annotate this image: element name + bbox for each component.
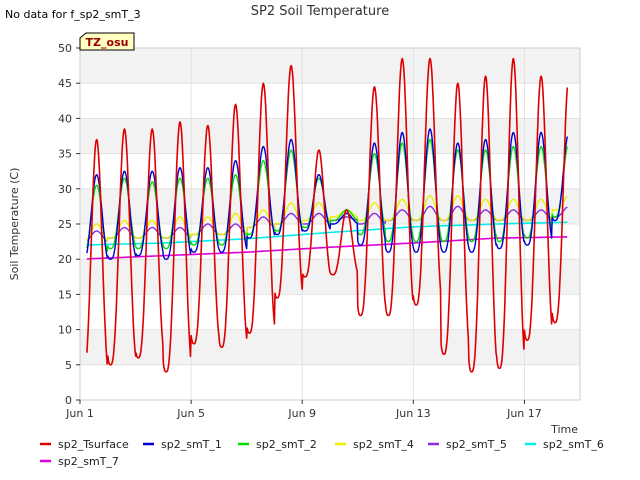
y-tick-label: 0 — [65, 394, 72, 407]
series-line-sp2_Tsurface — [86, 57, 569, 373]
y-tick-label: 5 — [65, 359, 72, 372]
x-tick-label: Jun 1 — [65, 407, 94, 420]
y-axis-label: Soil Temperature (C) — [8, 168, 21, 281]
x-tick-label: Jun 13 — [395, 407, 431, 420]
background-band — [80, 48, 580, 84]
chart-title: SP2 Soil Temperature — [251, 4, 389, 19]
y-tick-label: 40 — [58, 112, 72, 125]
y-tick-label: 15 — [58, 288, 72, 301]
y-tick-label: 30 — [58, 183, 72, 196]
background-band — [80, 259, 580, 295]
x-tick-label: Jun 17 — [506, 407, 542, 420]
x-tick-label: Jun 5 — [176, 407, 205, 420]
y-tick-label: 25 — [58, 218, 72, 231]
background-band — [80, 153, 580, 189]
legend-label-sp2_smT_1: sp2_smT_1 — [161, 438, 222, 451]
y-tick-label: 45 — [58, 77, 72, 90]
site-badge: TZ_osu — [79, 32, 135, 51]
site-badge-label: TZ_osu — [86, 36, 129, 49]
y-axis: 0 5 10 15 20 25 30 35 40 45 50 — [58, 42, 80, 407]
background-band — [80, 364, 580, 400]
background-band — [80, 118, 580, 154]
site-badge-box — [79, 32, 135, 51]
y-tick-label: 20 — [58, 253, 72, 266]
legend-label-sp2_smT_6: sp2_smT_6 — [543, 438, 604, 451]
legend: sp2_Tsurface sp2_smT_1 sp2_smT_2 sp2_smT_4 s… — [40, 438, 604, 468]
legend-label-sp2_smT_5: sp2_smT_5 — [446, 438, 507, 451]
legend-label-sp2_smT_7: sp2_smT_7 — [58, 455, 119, 468]
series-line-sp2_smT_1 — [86, 128, 568, 260]
legend-label-sp2_smT_2: sp2_smT_2 — [256, 438, 317, 451]
plot-background-bands — [80, 48, 580, 400]
y-tick-label: 10 — [58, 324, 72, 337]
series-lines — [86, 57, 569, 373]
background-band — [80, 83, 580, 119]
y-tick-label: 35 — [58, 148, 72, 161]
background-band — [80, 294, 580, 330]
series-line-sp2_smT_6 — [86, 221, 568, 246]
x-axis-label: Time — [550, 423, 578, 436]
background-band — [80, 329, 580, 365]
x-tick-label: Jun 9 — [287, 407, 316, 420]
legend-label-sp2_smT_4: sp2_smT_4 — [353, 438, 414, 451]
no-data-note: No data for f_sp2_smT_3 — [5, 8, 141, 21]
y-tick-label: 50 — [58, 42, 72, 55]
legend-label-sp2_Tsurface: sp2_Tsurface — [58, 438, 129, 451]
x-axis: Jun 1 Jun 5 Jun 9 Jun 13 Jun 17 — [65, 400, 542, 420]
